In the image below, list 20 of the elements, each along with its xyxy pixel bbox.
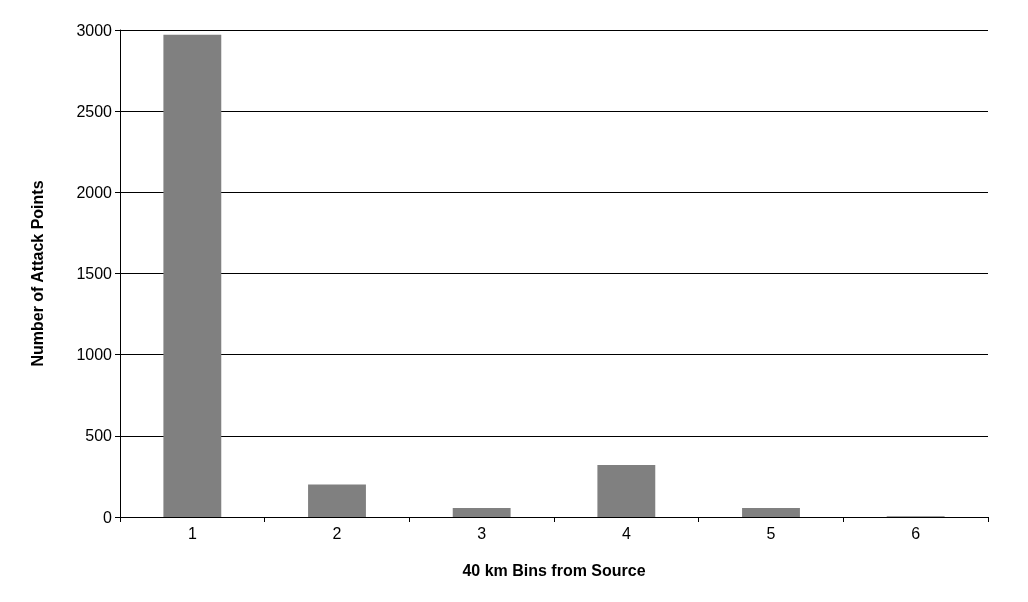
x-tick-label: 2 <box>332 524 342 542</box>
x-tick-label: 3 <box>477 524 487 542</box>
y-tick-label: 0 <box>103 508 113 526</box>
y-tick-label: 3000 <box>76 21 113 39</box>
y-tick-label: 500 <box>85 427 113 445</box>
x-axis-title: 40 km Bins from Source <box>462 561 646 579</box>
y-tick-label: 2000 <box>76 183 113 201</box>
bar <box>308 484 366 517</box>
x-tick-label: 5 <box>766 524 776 542</box>
y-tick-label: 2500 <box>76 102 113 120</box>
y-axis-title: Number of Attack Points <box>28 180 46 367</box>
bar <box>742 508 800 517</box>
y-tick-label: 1500 <box>76 265 113 282</box>
y-tick-label: 1000 <box>76 346 113 364</box>
bar <box>163 34 222 517</box>
x-tick-label: 1 <box>187 524 197 542</box>
bar <box>597 465 656 517</box>
bar <box>452 508 511 517</box>
x-tick-label: 6 <box>911 524 921 542</box>
x-tick-label: 4 <box>621 524 631 542</box>
